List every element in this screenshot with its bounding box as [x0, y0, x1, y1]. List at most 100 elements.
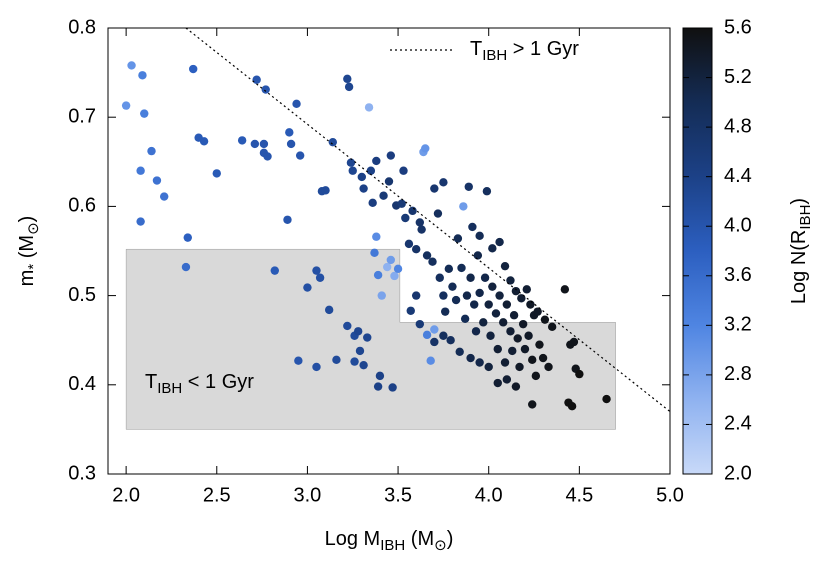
point	[127, 61, 136, 70]
point	[417, 225, 426, 234]
point	[421, 144, 430, 153]
x-axis-label-part: IBH	[380, 537, 405, 554]
y-axis-label-part: )	[16, 216, 38, 223]
point	[199, 137, 209, 146]
point	[160, 192, 169, 201]
point	[152, 176, 162, 185]
point	[602, 394, 611, 404]
point	[533, 307, 542, 316]
point	[422, 251, 432, 260]
point	[466, 273, 475, 282]
point	[511, 286, 521, 296]
point	[439, 291, 448, 300]
point	[466, 353, 475, 363]
point	[515, 362, 524, 372]
colorbar-tick-label: 2.0	[724, 462, 752, 484]
region-label-part: T	[145, 371, 157, 393]
point	[292, 99, 301, 109]
point	[348, 166, 357, 175]
colorbar-tick-label: 4.8	[724, 115, 752, 137]
point	[384, 177, 394, 186]
point	[401, 213, 410, 223]
legend-label-part: > 1 Gyr	[507, 38, 579, 60]
point	[430, 325, 439, 334]
legend-label-part: IBH	[482, 47, 507, 64]
point	[502, 300, 512, 309]
point	[480, 273, 490, 282]
point	[547, 322, 557, 332]
point	[252, 75, 261, 84]
point	[373, 270, 383, 280]
point	[295, 151, 305, 160]
colorbar	[682, 27, 713, 475]
point	[524, 331, 533, 340]
x-tick-label: 3.5	[384, 484, 412, 506]
point	[147, 146, 156, 156]
point	[411, 245, 421, 254]
colorbar-label-part: Log N(R	[788, 230, 810, 304]
point	[508, 346, 517, 356]
colorbar-tick-label: 4.0	[724, 215, 752, 237]
point	[332, 355, 341, 365]
point	[237, 136, 247, 145]
point	[560, 285, 570, 294]
point	[488, 244, 497, 253]
point	[390, 271, 399, 281]
point	[303, 283, 312, 292]
point	[433, 209, 443, 218]
point	[372, 232, 381, 241]
point	[544, 362, 553, 372]
point	[518, 319, 528, 329]
y-axis-label-part: (M	[16, 235, 38, 264]
colorbar-tick-label: 2.4	[724, 413, 752, 435]
point	[484, 362, 493, 372]
colorbar-label-part: IBH	[797, 205, 814, 230]
point	[468, 222, 477, 232]
point	[495, 237, 504, 247]
point	[312, 362, 321, 372]
point	[312, 266, 321, 275]
point	[430, 184, 439, 193]
point	[250, 139, 260, 149]
point	[506, 276, 515, 285]
y-axis-label: m* (M⊙)	[16, 216, 42, 287]
point	[183, 233, 192, 242]
point	[363, 333, 372, 342]
point	[212, 169, 221, 178]
point	[460, 314, 470, 323]
point	[428, 257, 437, 266]
region-label: TIBH < 1 Gyr	[145, 371, 254, 397]
point	[350, 357, 359, 366]
x-axis-label: Log MIBH (M⊙)	[325, 528, 454, 554]
point	[567, 402, 577, 411]
x-tick-label: 3.0	[294, 484, 322, 506]
point	[343, 321, 352, 331]
legend-label-part: T	[470, 38, 482, 60]
point	[470, 300, 479, 309]
point	[263, 152, 272, 161]
point	[526, 300, 535, 309]
x-tick-label: 4.0	[475, 484, 503, 506]
x-tick-label: 2.0	[112, 484, 140, 506]
x-axis-label-part: Log M	[325, 528, 381, 550]
point	[473, 251, 483, 260]
point	[430, 337, 439, 347]
plot-frame	[107, 27, 671, 475]
point	[189, 64, 198, 74]
point	[540, 315, 550, 324]
point	[140, 109, 149, 118]
point	[388, 383, 397, 392]
colorbar-label: Log N(RIBH)	[788, 198, 814, 304]
point	[488, 282, 497, 291]
point	[344, 82, 354, 92]
colorbar-tick-label: 4.4	[724, 165, 752, 187]
point	[393, 264, 403, 274]
point	[375, 371, 385, 381]
point	[136, 166, 145, 175]
point	[453, 234, 463, 243]
point	[261, 85, 270, 94]
x-tick-label: 2.5	[203, 484, 231, 506]
point	[404, 239, 414, 249]
colorbar-tick-label: 3.6	[724, 264, 752, 286]
point	[531, 371, 541, 381]
